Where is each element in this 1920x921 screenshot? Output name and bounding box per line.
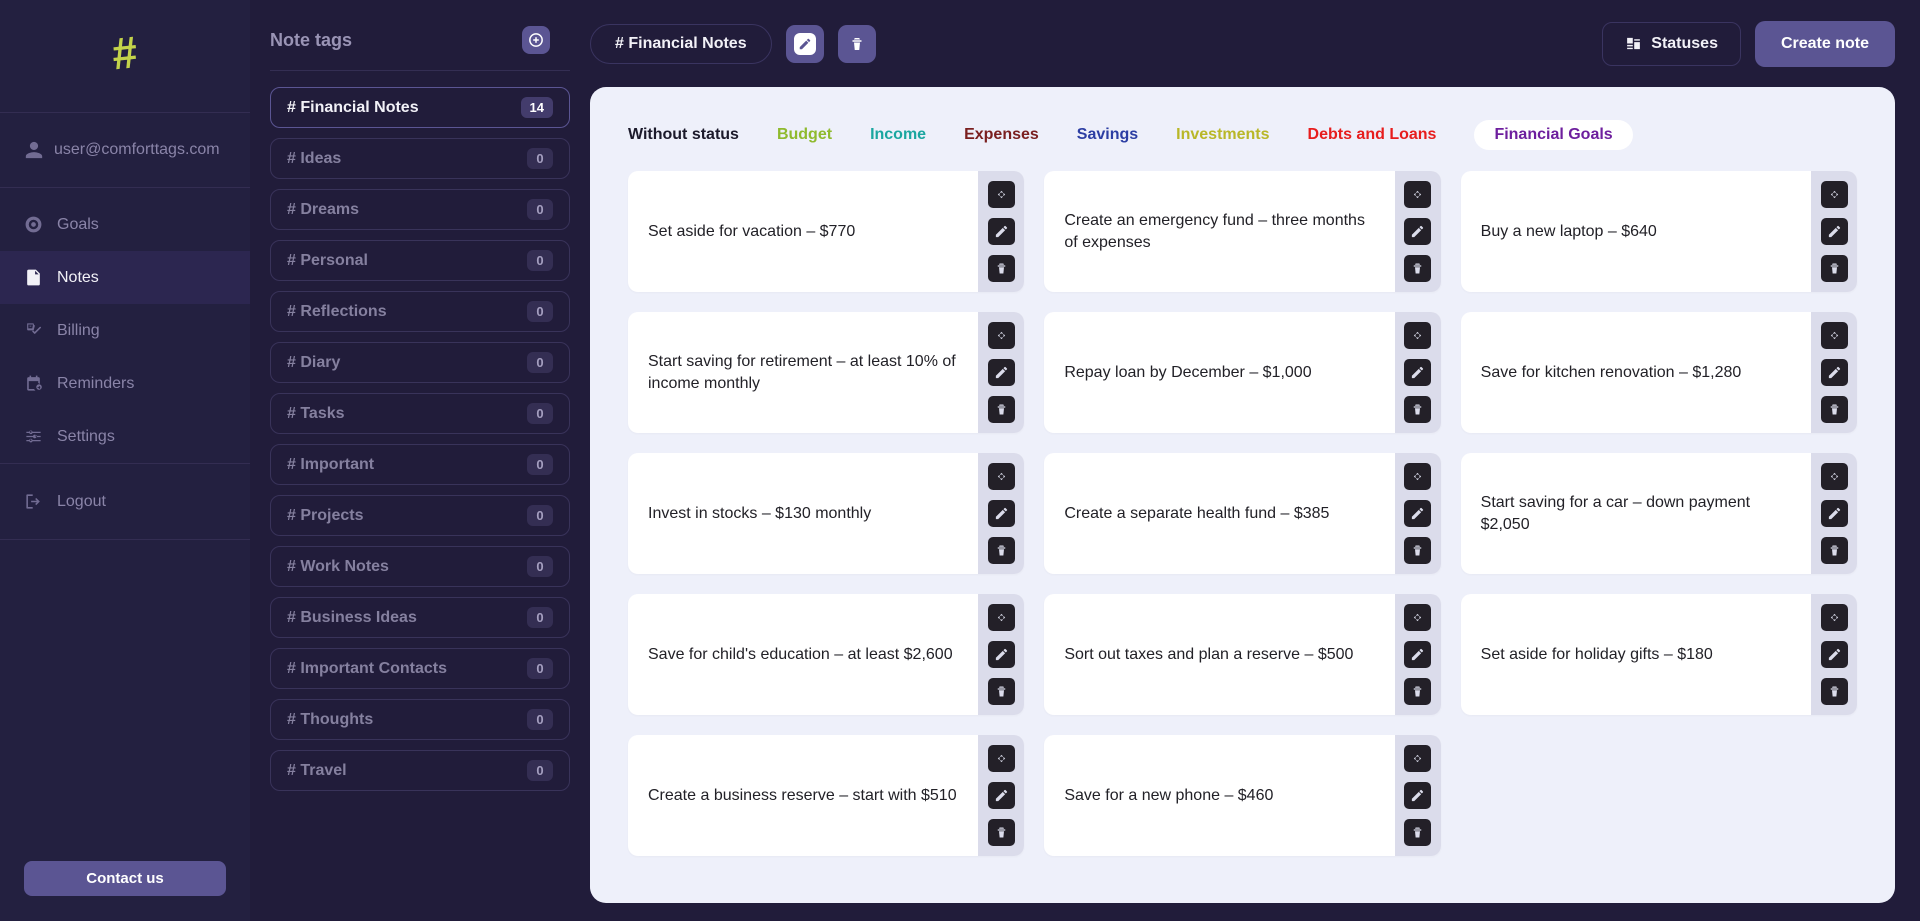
svg-text:#: #	[110, 28, 140, 80]
